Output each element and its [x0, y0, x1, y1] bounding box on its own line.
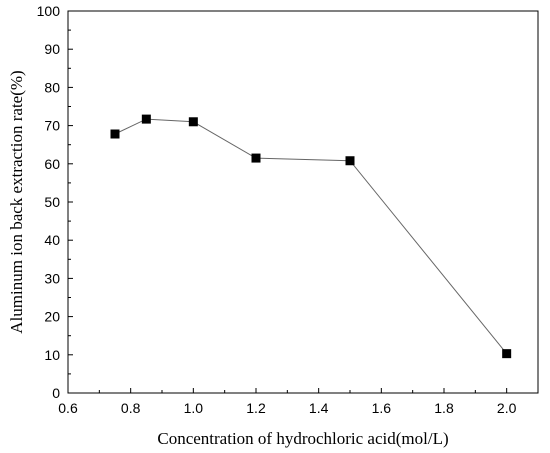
- data-point: [110, 129, 120, 139]
- x-tick-label: 0.6: [58, 400, 78, 416]
- x-tick-label: 1.2: [246, 400, 266, 416]
- y-tick-label: 80: [44, 79, 60, 95]
- data-point: [502, 349, 512, 359]
- y-tick-label: 100: [37, 3, 61, 19]
- y-tick-label: 90: [44, 41, 60, 57]
- y-tick-label: 30: [44, 270, 60, 286]
- y-axis-label: Aluminum ion back extraction rate(%): [7, 70, 26, 333]
- series-line: [114, 118, 508, 355]
- y-tick-label: 70: [44, 118, 60, 134]
- y-tick-label: 50: [44, 194, 60, 210]
- y-axis-ticks: 0 10 20 30 40 50 60 70 80 90 100: [37, 3, 73, 401]
- x-axis-label: Concentration of hydrochloric acid(mol/L…: [157, 429, 448, 448]
- data-point: [141, 114, 151, 124]
- plot-frame: [67, 10, 539, 394]
- x-tick-label: 2.0: [497, 400, 517, 416]
- x-tick-label: 1.0: [184, 400, 204, 416]
- y-tick-label: 0: [52, 385, 60, 401]
- y-tick-label: 40: [44, 232, 60, 248]
- data-point: [251, 153, 261, 163]
- x-tick-label: 1.4: [309, 400, 329, 416]
- data-points: [110, 114, 512, 359]
- y-tick-label: 10: [44, 347, 60, 363]
- x-tick-label: 1.6: [372, 400, 392, 416]
- x-tick-label: 1.8: [434, 400, 454, 416]
- x-axis-ticks: 0.6 0.8 1.0 1.2 1.4 1.6 1.8 2.0: [58, 388, 517, 416]
- y-tick-label: 60: [44, 156, 60, 172]
- data-point: [345, 156, 355, 166]
- y-tick-label: 20: [44, 309, 60, 325]
- data-point: [188, 117, 198, 127]
- x-tick-label: 0.8: [121, 400, 141, 416]
